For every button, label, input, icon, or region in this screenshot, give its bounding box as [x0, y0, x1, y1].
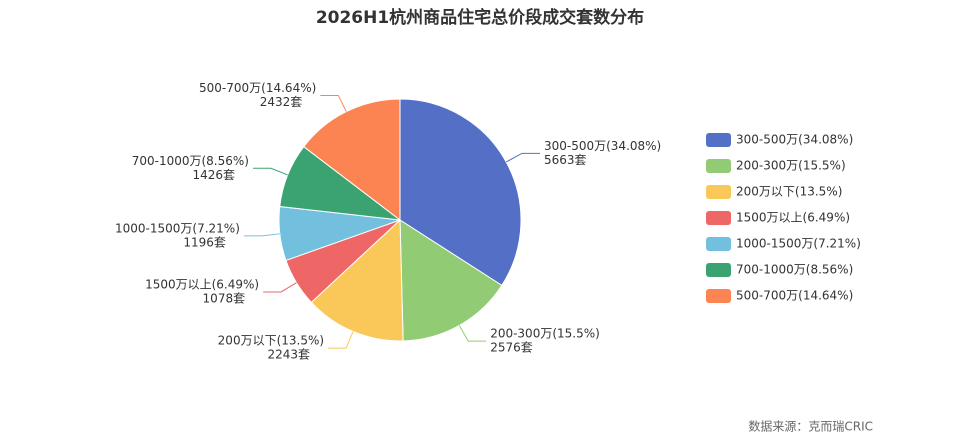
legend-label: 1000-1500万(7.21%) [736, 237, 861, 251]
legend-swatch [706, 211, 731, 225]
legend-label: 200-300万(15.5%) [736, 159, 846, 173]
slice-label: 1500万以上(6.49%) [145, 277, 259, 291]
leader-line [263, 282, 297, 293]
legend-label: 1500万以上(6.49%) [736, 211, 850, 225]
legend-swatch [706, 237, 731, 251]
legend-label: 300-500万(34.08%) [736, 133, 853, 147]
legend-swatch [706, 263, 731, 277]
legend-swatch [706, 133, 731, 147]
legend-label: 500-700万(14.64%) [736, 289, 853, 303]
pie-slice [310, 218, 404, 342]
legend-swatch [706, 289, 731, 303]
legend-swatch [706, 159, 731, 173]
leader-line [243, 233, 280, 237]
source: 数据来源：克而瑞CRIC [748, 419, 873, 434]
slice-value-label: 5663套 [544, 153, 587, 167]
legend-label: 700-1000万(8.56%) [736, 263, 853, 277]
slice-label: 300-500万(34.08%) [544, 139, 661, 153]
pie-slice [303, 98, 401, 222]
slice-label: 200-300万(15.5%) [490, 327, 600, 341]
slice-label: 700-1000万(8.56%) [132, 154, 249, 168]
slice-label: 1000-1500万(7.21%) [115, 221, 240, 235]
pie-slice [399, 219, 503, 342]
slice-value-label: 1196套 [183, 235, 226, 249]
leader-line [320, 94, 347, 112]
slice-label: 500-700万(14.64%) [199, 81, 316, 95]
slice-value-label: 2576套 [490, 341, 533, 355]
legend-swatch [706, 185, 731, 199]
leader-line [252, 167, 288, 176]
slice-value-label: 2432套 [260, 95, 303, 109]
legend-label: 200万以下(13.5%) [736, 185, 842, 199]
slice-value-label: 2243套 [268, 348, 311, 362]
slice-label: 200万以下(13.5%) [218, 334, 324, 348]
chart-title: 2026H1杭州商品住宅总价段成交套数分布 [316, 7, 644, 28]
slice-value-label: 1078套 [203, 291, 246, 305]
leader-line [458, 325, 487, 342]
leader-line [328, 331, 354, 349]
slice-value-label: 1426套 [192, 168, 235, 182]
pie-slice [399, 98, 522, 287]
leader-line [505, 152, 540, 163]
